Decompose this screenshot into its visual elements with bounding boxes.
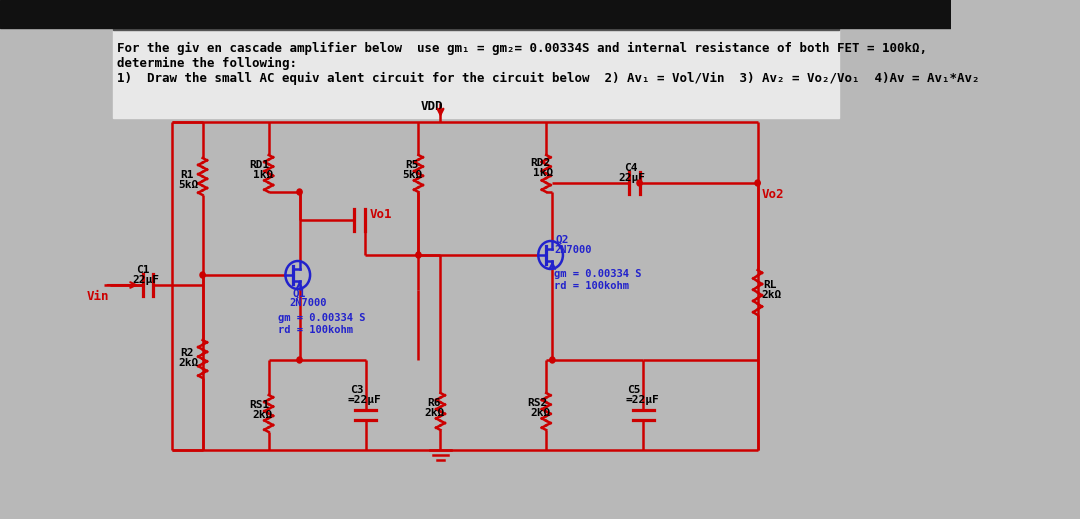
Text: Vo2: Vo2	[762, 188, 784, 201]
Circle shape	[755, 180, 760, 186]
Text: R6: R6	[428, 398, 441, 408]
Text: 1kΩ: 1kΩ	[253, 170, 273, 180]
Text: C4: C4	[624, 163, 637, 173]
Text: C5: C5	[627, 385, 640, 395]
Text: 5kΩ: 5kΩ	[403, 170, 423, 180]
Text: RD2: RD2	[530, 158, 551, 168]
Text: 5kΩ: 5kΩ	[178, 180, 199, 190]
Text: C1: C1	[136, 265, 149, 275]
Text: =22μF: =22μF	[348, 395, 381, 405]
Bar	[112, 28, 839, 30]
Text: RL: RL	[762, 280, 777, 290]
Text: R1: R1	[180, 170, 194, 180]
Bar	[112, 28, 839, 118]
Circle shape	[297, 189, 302, 195]
Text: rd = 100kohm: rd = 100kohm	[279, 325, 353, 335]
Text: gm = 0.00334 S: gm = 0.00334 S	[554, 269, 642, 279]
Text: 2kΩ: 2kΩ	[424, 408, 445, 418]
Text: R5: R5	[405, 160, 419, 170]
Text: RS1: RS1	[249, 400, 270, 410]
Text: 2kΩ: 2kΩ	[761, 290, 782, 300]
Text: rd = 100kohm: rd = 100kohm	[554, 281, 630, 291]
Text: determine the following:: determine the following:	[117, 57, 297, 70]
Text: C3: C3	[350, 385, 363, 395]
Text: 22μF: 22μF	[619, 173, 646, 183]
Bar	[0, 0, 951, 28]
Circle shape	[550, 357, 555, 363]
Text: Vin: Vin	[86, 290, 109, 303]
Text: R2: R2	[180, 348, 194, 358]
Text: =22μF: =22μF	[625, 395, 659, 405]
Text: 1kΩ: 1kΩ	[532, 168, 553, 178]
Text: 2kΩ: 2kΩ	[178, 358, 199, 368]
Circle shape	[416, 252, 421, 258]
Circle shape	[637, 180, 643, 186]
Text: gm = 0.00334 S: gm = 0.00334 S	[279, 313, 366, 323]
Text: 1)  Draw the small AC equiv alent circuit for the circuit below  2) Av₁ = Vol/Vi: 1) Draw the small AC equiv alent circuit…	[117, 72, 980, 85]
Circle shape	[297, 357, 302, 363]
Text: VDD: VDD	[420, 100, 443, 113]
Text: Q2: Q2	[556, 235, 569, 245]
Text: 2N7000: 2N7000	[554, 245, 592, 255]
Text: For the giv en cascade amplifier below  use gm₁ = gm₂= 0.00334S and internal res: For the giv en cascade amplifier below u…	[117, 42, 927, 55]
Text: 22μF: 22μF	[132, 275, 159, 285]
Text: Q1: Q1	[293, 289, 306, 299]
Text: 2kΩ: 2kΩ	[253, 410, 273, 420]
Circle shape	[200, 272, 205, 278]
Text: 2kΩ: 2kΩ	[530, 408, 551, 418]
Text: Vo1: Vo1	[370, 208, 392, 221]
Text: RS2: RS2	[527, 398, 548, 408]
Text: RD1: RD1	[249, 160, 270, 170]
Text: 2N7000: 2N7000	[289, 298, 326, 308]
